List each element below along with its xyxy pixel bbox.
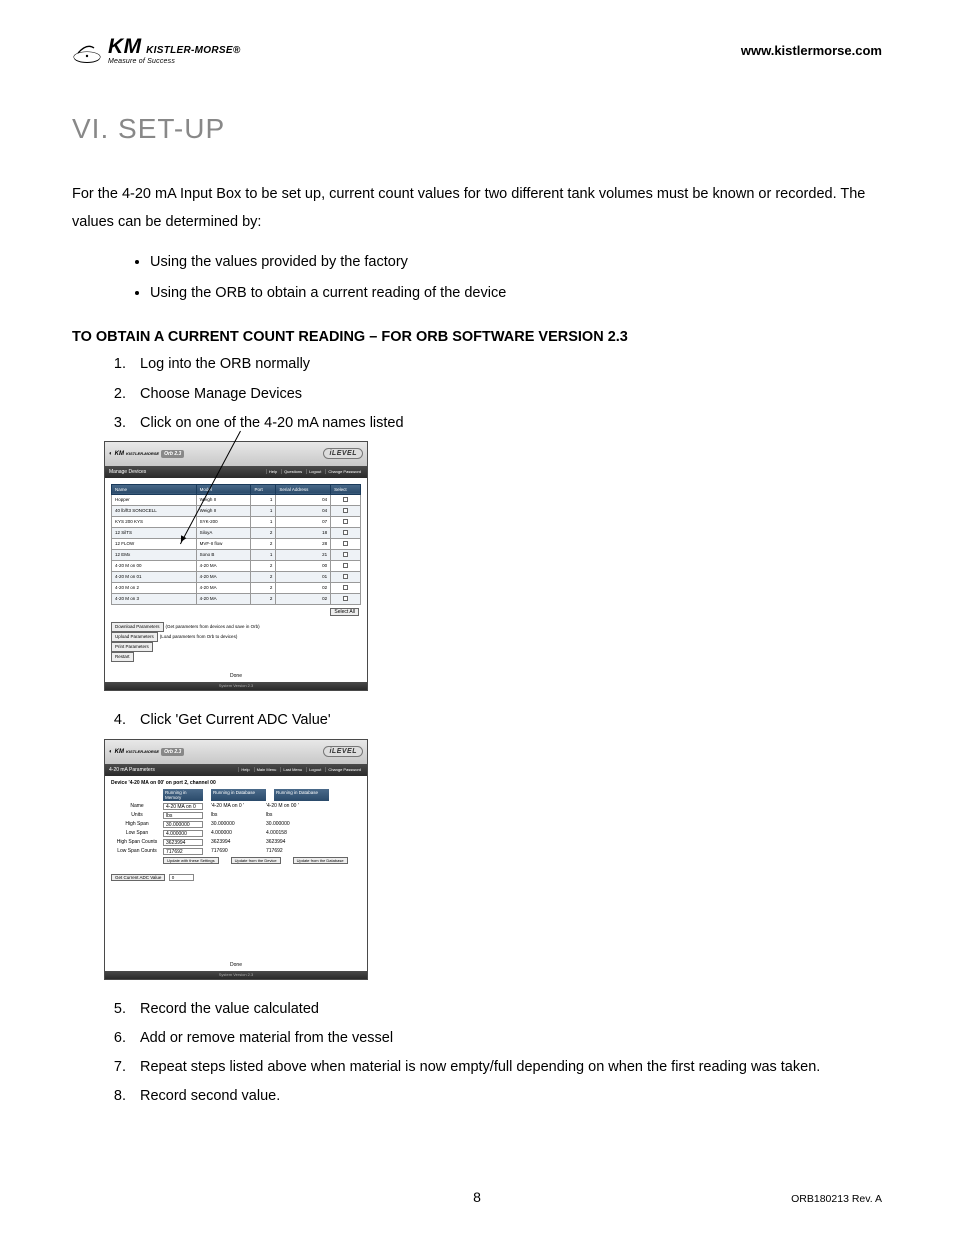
adc-value-field: 0 bbox=[169, 874, 194, 881]
device-line: Device '4-20 MA on 00' on port 2, channe… bbox=[111, 780, 361, 786]
ss-logo-icon: ◐ bbox=[109, 749, 113, 755]
ss-orb-badge: Orb 2.3 bbox=[161, 748, 184, 756]
intro-paragraph: For the 4-20 mA Input Box to be set up, … bbox=[72, 181, 882, 236]
ss-nav-item[interactable]: Last Menu bbox=[280, 767, 304, 772]
ss-dark-title: 4-20 mA Parameters bbox=[109, 767, 155, 773]
table-row[interactable]: 40 lb/ft3 SONOCELLWeigh II104 bbox=[112, 505, 361, 516]
ss-nav-item[interactable]: Change Password bbox=[325, 469, 363, 474]
table-row[interactable]: 4-20 M on 24-20 MA202 bbox=[112, 582, 361, 593]
bullet-item: Using the ORB to obtain a current readin… bbox=[150, 281, 882, 306]
logo-tagline: Measure of Success bbox=[108, 58, 240, 65]
param-row: High Span30.00000030.00000030.000000 bbox=[111, 821, 361, 828]
param-row: Low Span Counts717692717690717692 bbox=[111, 848, 361, 855]
print-params-button[interactable]: Print Parameters bbox=[111, 642, 153, 652]
step-item: Click 'Get Current ADC Value' bbox=[130, 709, 882, 732]
table-row[interactable]: 12 SilTSSiloyA218 bbox=[112, 527, 361, 538]
logo-icon bbox=[72, 39, 102, 63]
upload-params-button[interactable]: Upload Parameters bbox=[111, 632, 158, 642]
ss-bottom: System Version 2.3 bbox=[105, 682, 367, 690]
header-url: www.kistlermorse.com bbox=[741, 43, 882, 58]
table-row[interactable]: HopperWeigh II104 bbox=[112, 494, 361, 505]
select-all-button[interactable]: Select All bbox=[330, 608, 359, 616]
logo-brand: KISTLER-MORSE bbox=[146, 45, 233, 56]
th-select: Select bbox=[331, 484, 361, 494]
update-device-button[interactable]: Update from the Device bbox=[231, 857, 281, 864]
table-row[interactable]: 12 FLOWMVF-II flow228 bbox=[112, 538, 361, 549]
ss-nav-item[interactable]: Change Password bbox=[325, 767, 363, 772]
page-header: KM KISTLER-MORSE® Measure of Success www… bbox=[72, 36, 882, 65]
table-row[interactable]: 4-20 M on 34-20 MA202 bbox=[112, 593, 361, 604]
table-row[interactable]: KYS 200 KYSSYK-200107 bbox=[112, 516, 361, 527]
logo-reg: ® bbox=[233, 45, 241, 56]
th-model: Model bbox=[196, 484, 251, 494]
subheading: TO OBTAIN A CURRENT COUNT READING – FOR … bbox=[72, 329, 882, 345]
intro-bullets: Using the values provided by the factory… bbox=[72, 250, 882, 305]
ss-logo-sub: KISTLER-MORSE bbox=[126, 749, 159, 754]
ss-nav: Help Main Menu Last Menu Logout Change P… bbox=[238, 767, 363, 772]
brand-logo: KM KISTLER-MORSE® Measure of Success bbox=[72, 36, 240, 65]
restart-button[interactable]: Restart bbox=[111, 652, 134, 662]
ss-footer: Done bbox=[105, 670, 367, 682]
devices-table: Name Model Port Serial Address Select Ho… bbox=[111, 484, 361, 605]
col-head-db: Running in Database bbox=[211, 789, 266, 801]
ss-logo-km: KM bbox=[115, 451, 124, 457]
th-name: Name bbox=[112, 484, 197, 494]
page-number: 8 bbox=[473, 1189, 481, 1205]
ss-bottom: System Version 2.3 bbox=[105, 971, 367, 979]
ss-logo-sub: KISTLER-MORSE bbox=[126, 451, 159, 456]
ss-nav-item[interactable]: Help bbox=[266, 469, 279, 474]
param-row: Name4-20 MA on 0'4-20 MA on 0 ''4-20 M o… bbox=[111, 803, 361, 810]
step-4: Click 'Get Current ADC Value' bbox=[72, 709, 882, 732]
ss-ilevel-badge: iLEVEL bbox=[323, 746, 363, 757]
param-row: High Span Counts362399436239943623994 bbox=[111, 839, 361, 846]
ss-logo-icon: ◐ bbox=[109, 451, 113, 457]
screenshot-adc-value: ◐ KM KISTLER-MORSE Orb 2.3 iLEVEL 4-20 m… bbox=[104, 739, 882, 980]
ss-nav-item[interactable]: Logout bbox=[306, 469, 323, 474]
update-settings-button[interactable]: Update with these Settings bbox=[163, 857, 219, 864]
ss-dark-title: Manage Devices bbox=[109, 469, 146, 475]
table-row[interactable]: 12 EMxSono B121 bbox=[112, 549, 361, 560]
th-addr: Serial Address bbox=[276, 484, 331, 494]
th-port: Port bbox=[251, 484, 276, 494]
logo-text: KM KISTLER-MORSE® Measure of Success bbox=[108, 36, 240, 65]
download-note: (Get parameters from devices and save in… bbox=[166, 624, 260, 629]
ss-ilevel-badge: iLEVEL bbox=[323, 448, 363, 459]
col-head-memory: Running in Memory bbox=[163, 789, 203, 801]
step-item: Repeat steps listed above when material … bbox=[130, 1056, 882, 1079]
ss-footer: Done bbox=[105, 959, 367, 971]
step-item: Choose Manage Devices bbox=[130, 383, 882, 406]
col-head-db2: Running in Database bbox=[274, 789, 329, 801]
screenshot-manage-devices: ◐ KM KISTLER-MORSE Orb 2.3 iLEVEL Manage… bbox=[104, 441, 882, 691]
upload-note: (Load parameters from Orb to devices) bbox=[160, 634, 238, 639]
param-row: Unitslbslbslbs bbox=[111, 812, 361, 819]
ss-nav-item[interactable]: Main Menu bbox=[254, 767, 279, 772]
bullet-item: Using the values provided by the factory bbox=[150, 250, 882, 275]
ss-orb-badge: Orb 2.3 bbox=[161, 450, 184, 458]
ss-nav-item[interactable]: Logout bbox=[306, 767, 323, 772]
section-heading: VI. SET-UP bbox=[72, 113, 882, 145]
step-item: Log into the ORB normally bbox=[130, 353, 882, 376]
ss-nav-item[interactable]: Questions bbox=[281, 469, 304, 474]
ss-logo-km: KM bbox=[115, 749, 124, 755]
update-db-button[interactable]: Update from the Database bbox=[293, 857, 348, 864]
revision-label: ORB180213 Rev. A bbox=[791, 1193, 882, 1205]
ss-nav: Help Questions Logout Change Password bbox=[266, 469, 363, 474]
step-item: Add or remove material from the vessel bbox=[130, 1027, 882, 1050]
logo-km: KM bbox=[108, 35, 142, 58]
steps-list-a: Log into the ORB normally Choose Manage … bbox=[72, 353, 882, 435]
download-params-button[interactable]: Download Parameters bbox=[111, 622, 164, 632]
table-row[interactable]: 4-20 M on 004-20 MA200 bbox=[112, 560, 361, 571]
get-adc-button[interactable]: Get Current ADC Value bbox=[111, 874, 165, 881]
step-item: Record the value calculated bbox=[130, 998, 882, 1021]
steps-list-b: Record the value calculated Add or remov… bbox=[72, 998, 882, 1109]
table-row[interactable]: 4-20 M on 014-20 MA201 bbox=[112, 571, 361, 582]
step-item: Record second value. bbox=[130, 1085, 882, 1108]
ss-nav-item[interactable]: Help bbox=[238, 767, 251, 772]
param-row: Low Span4.0000004.0000004.000158 bbox=[111, 830, 361, 837]
step-item: Click on one of the 4-20 mA names listed bbox=[130, 412, 882, 435]
